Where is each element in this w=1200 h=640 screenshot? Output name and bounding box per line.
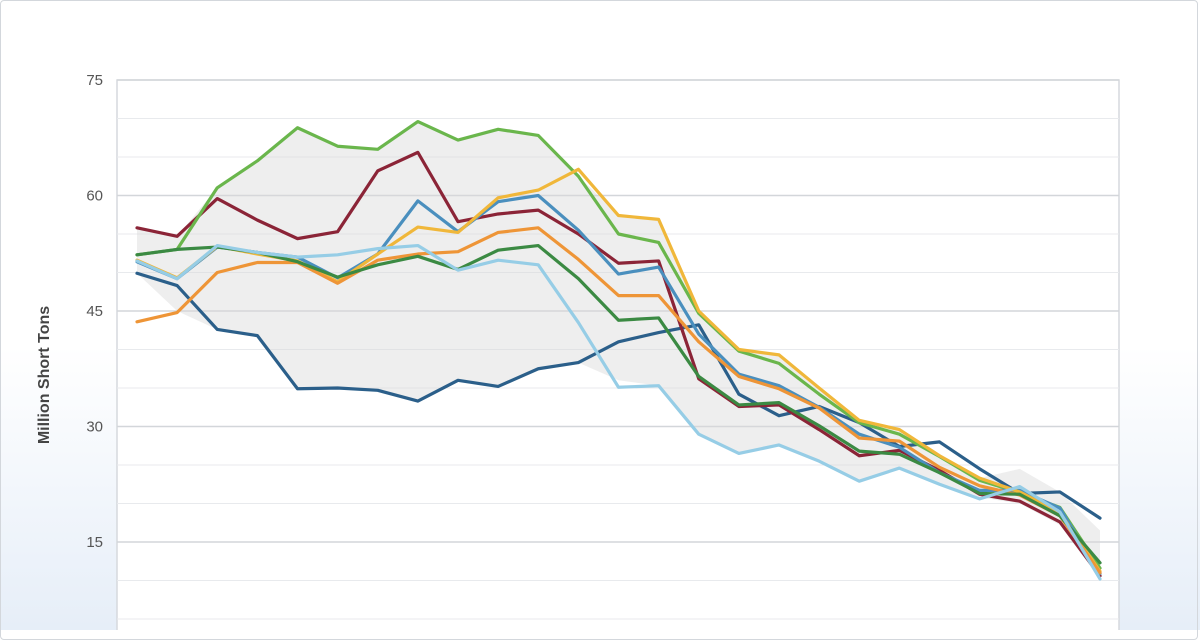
y-tick-label: 30 [86, 419, 103, 436]
y-tick-labels: 15 30 45 60 75 [86, 72, 103, 551]
series-line-2 [135, 150, 1102, 578]
series-lines [135, 119, 1102, 581]
range-band [137, 121, 1100, 579]
grid [116, 79, 1120, 630]
y-tick-label: 15 [86, 534, 103, 551]
y-tick-label: 45 [86, 303, 103, 320]
series-line-8 [135, 243, 1102, 581]
y-tick-label: 60 [86, 188, 103, 205]
series-line-1 [135, 271, 1102, 520]
y-axis-title: Million Short Tons [36, 306, 53, 444]
series-line-7 [135, 243, 1102, 565]
y-tick-label: 75 [86, 72, 103, 89]
